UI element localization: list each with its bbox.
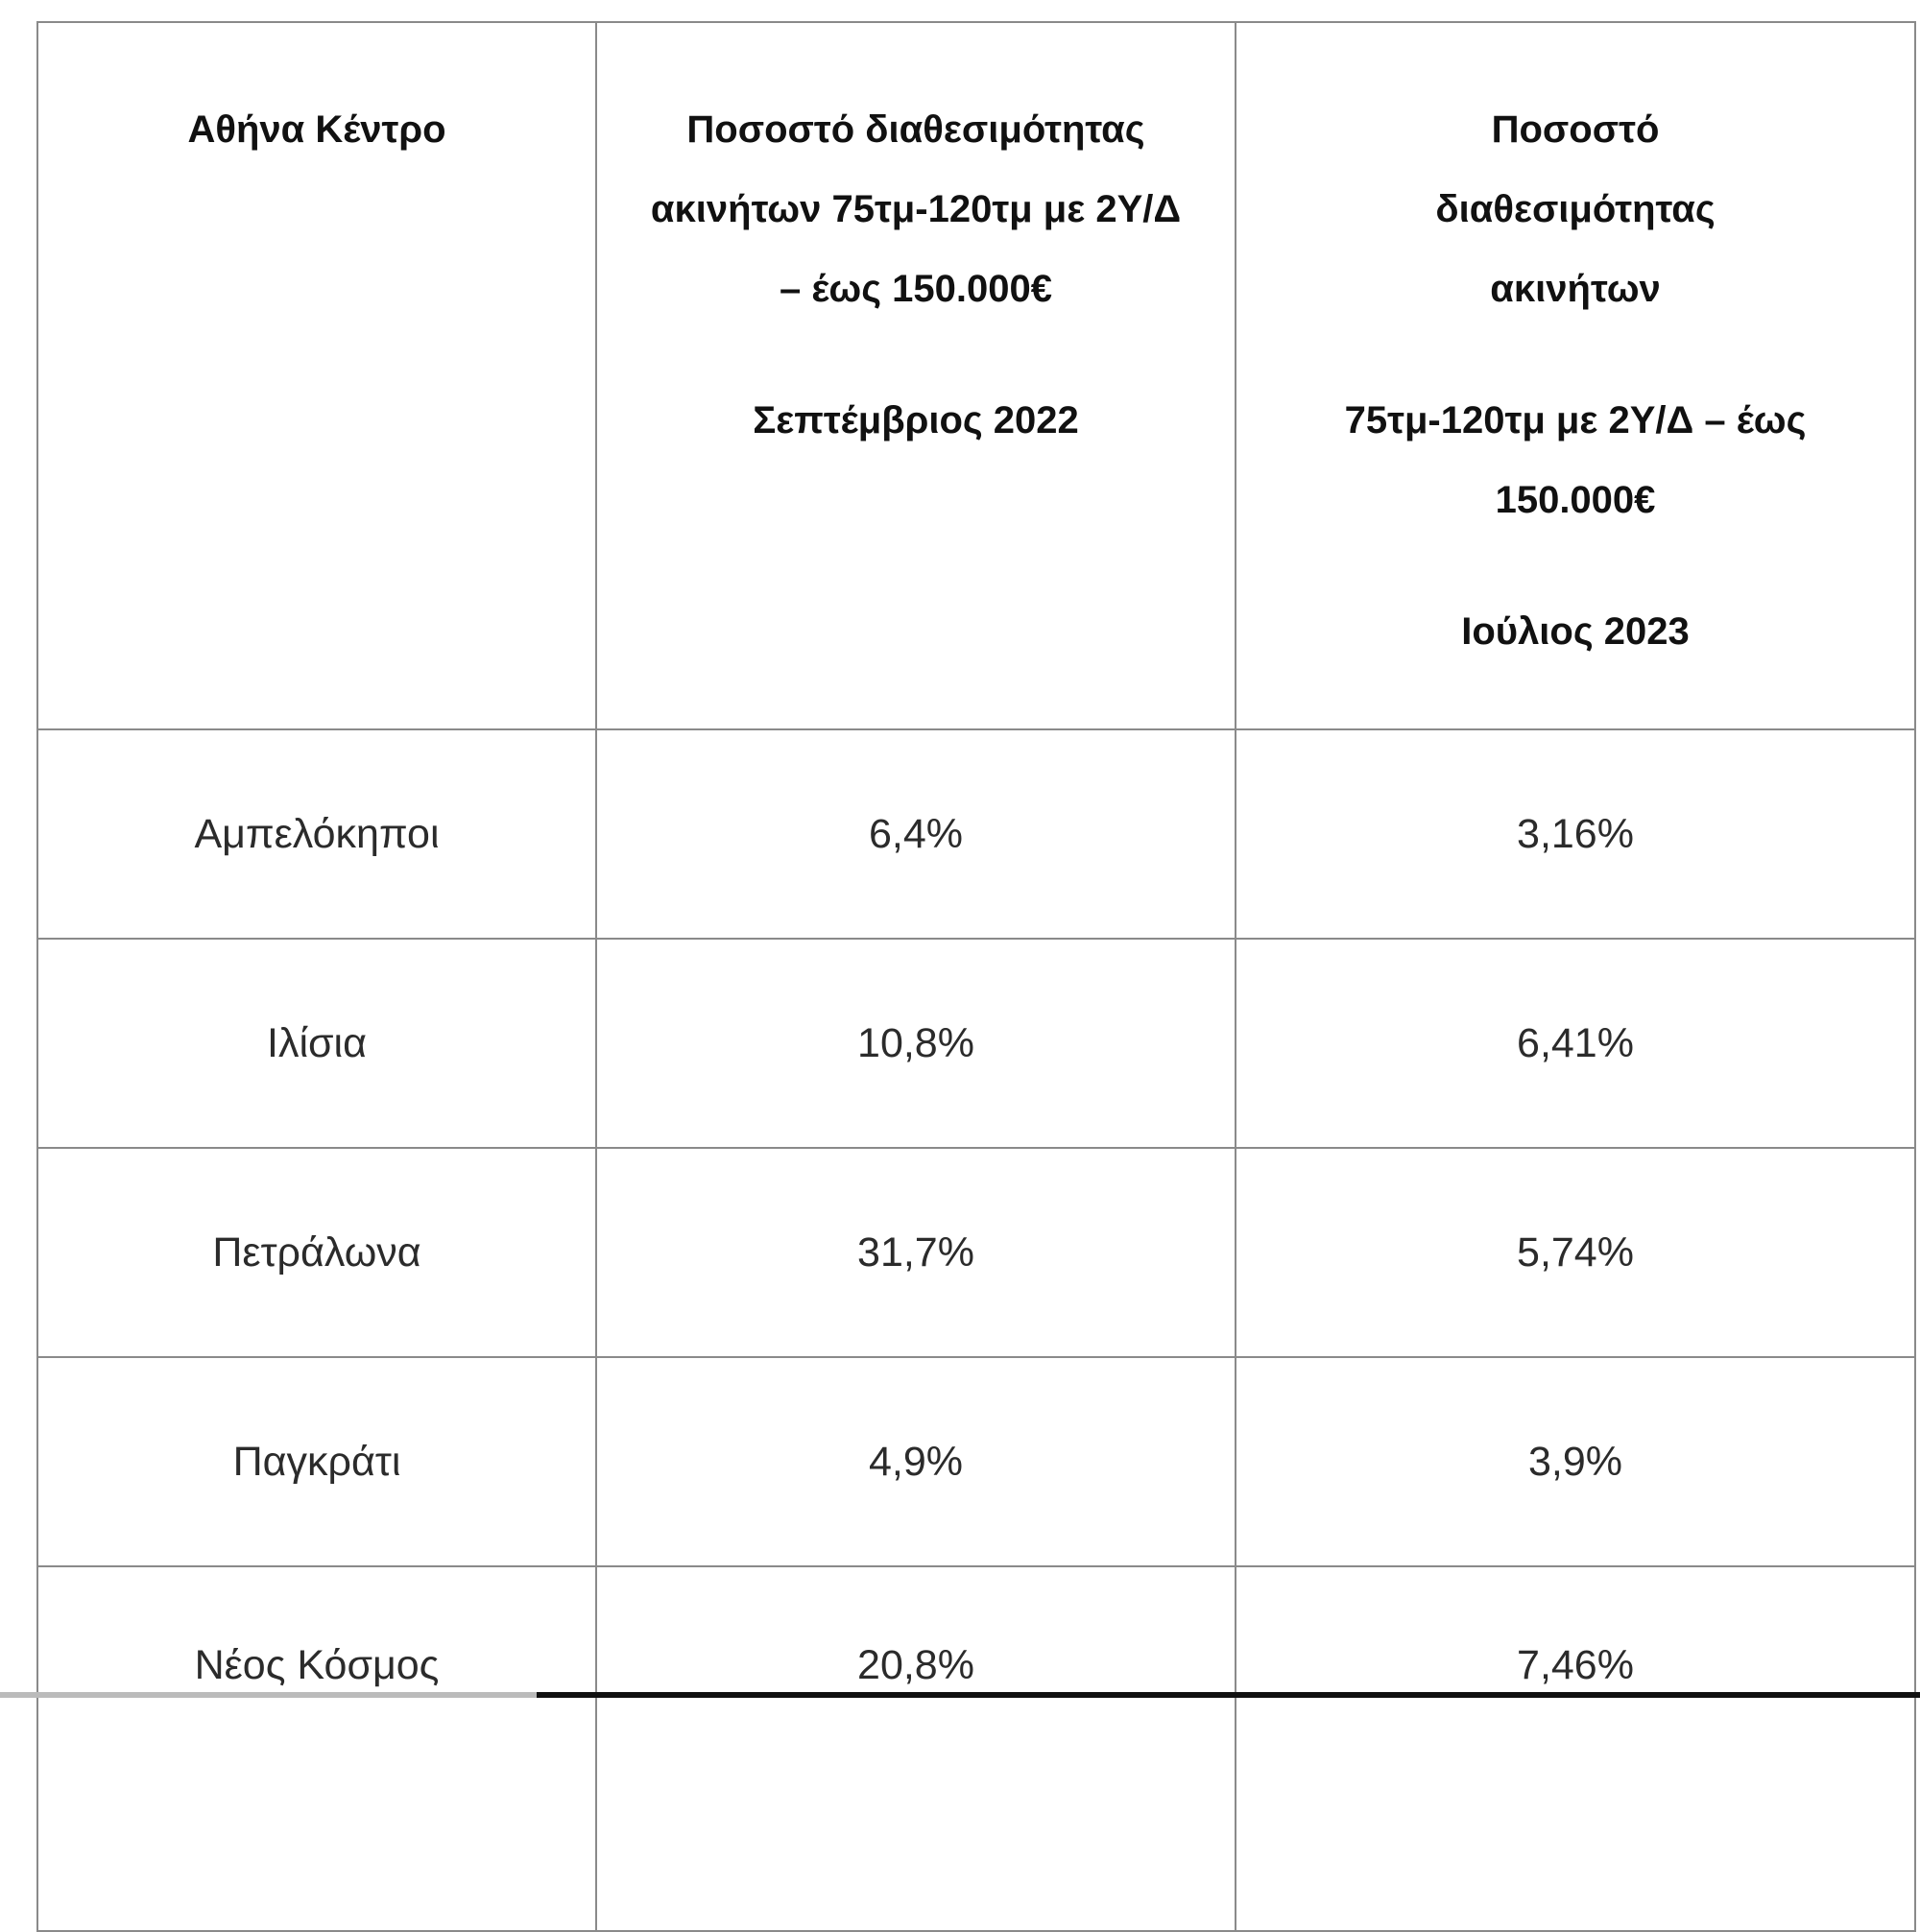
value-2023-cell: 5,74%	[1235, 1147, 1916, 1358]
header-text: Ποσοστό διαθεσιμότητας ακινήτων	[1435, 108, 1716, 310]
value-2022-cell: 31,7%	[595, 1147, 1236, 1358]
value-2022-cell: 6,4%	[595, 728, 1236, 940]
bottom-edge	[0, 1692, 537, 1698]
bottom-bar	[537, 1692, 1920, 1698]
area-cell: Αμπελόκηποι	[36, 728, 597, 940]
header-jul-2023: Ποσοστό διαθεσιμότητας ακινήτων 75τμ-120…	[1235, 21, 1916, 730]
value-2023-cell: 3,9%	[1235, 1356, 1916, 1567]
table-row: Νέος Κόσμος 20,8% 7,46%	[36, 1565, 1916, 1932]
value-2023-cell: 7,46%	[1235, 1565, 1916, 1932]
value-2022-cell: 4,9%	[595, 1356, 1236, 1567]
area-cell: Πετράλωνα	[36, 1147, 597, 1358]
area-cell: Παγκράτι	[36, 1356, 597, 1567]
value-2022-cell: 10,8%	[595, 938, 1236, 1149]
header-area: Αθήνα Κέντρο	[36, 21, 597, 730]
header-date: Σεπτέμβριος 2022	[753, 399, 1079, 441]
value-2023-cell: 3,16%	[1235, 728, 1916, 940]
value-2023-cell: 6,41%	[1235, 938, 1916, 1149]
area-cell: Ιλίσια	[36, 938, 597, 1149]
header-date: Ιούλιος 2023	[1461, 610, 1690, 653]
table-row: Παγκράτι 4,9% 3,9%	[36, 1356, 1916, 1567]
header-row: Αθήνα Κέντρο Ποσοστό διαθεσιμότητας ακιν…	[36, 21, 1916, 730]
header-text: Ποσοστό διαθεσιμότητας ακινήτων 75τμ-120…	[650, 108, 1182, 310]
table-row: Ιλίσια 10,8% 6,41%	[36, 938, 1916, 1149]
value-2022-cell: 20,8%	[595, 1565, 1236, 1932]
area-cell: Νέος Κόσμος	[36, 1565, 597, 1932]
availability-table: Αθήνα Κέντρο Ποσοστό διαθεσιμότητας ακιν…	[36, 21, 1916, 1932]
header-text: Αθήνα Κέντρο	[187, 108, 446, 151]
header-text: 75τμ-120τμ με 2Υ/Δ – έως 150.000€	[1344, 399, 1807, 521]
table-row: Αμπελόκηποι 6,4% 3,16%	[36, 728, 1916, 940]
table-row: Πετράλωνα 31,7% 5,74%	[36, 1147, 1916, 1358]
header-sep-2022: Ποσοστό διαθεσιμότητας ακινήτων 75τμ-120…	[595, 21, 1236, 730]
